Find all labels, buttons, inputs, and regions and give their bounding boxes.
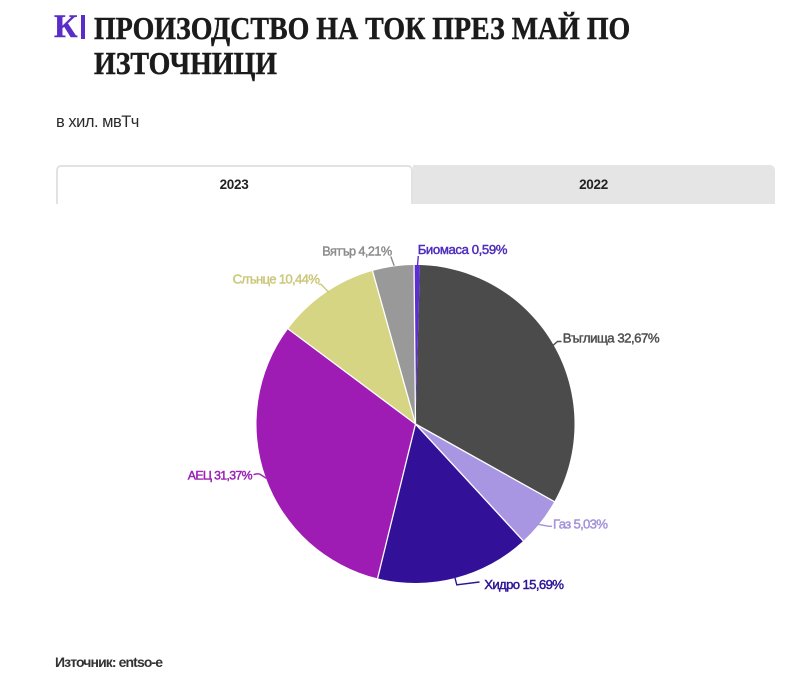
svg-text:Хидро 15,69%: Хидро 15,69% [484,577,564,592]
svg-text:Въглища 32,67%: Въглища 32,67% [563,330,660,345]
svg-text:Биомаса 0,59%: Биомаса 0,59% [418,242,508,257]
svg-text:Слънце 10,44%: Слънце 10,44% [233,271,321,286]
svg-text:АЕЦ 31,37%: АЕЦ 31,37% [188,468,253,482]
svg-text:Газ 5,03%: Газ 5,03% [553,517,608,532]
svg-text:Вятър 4,21%: Вятър 4,21% [322,244,392,258]
